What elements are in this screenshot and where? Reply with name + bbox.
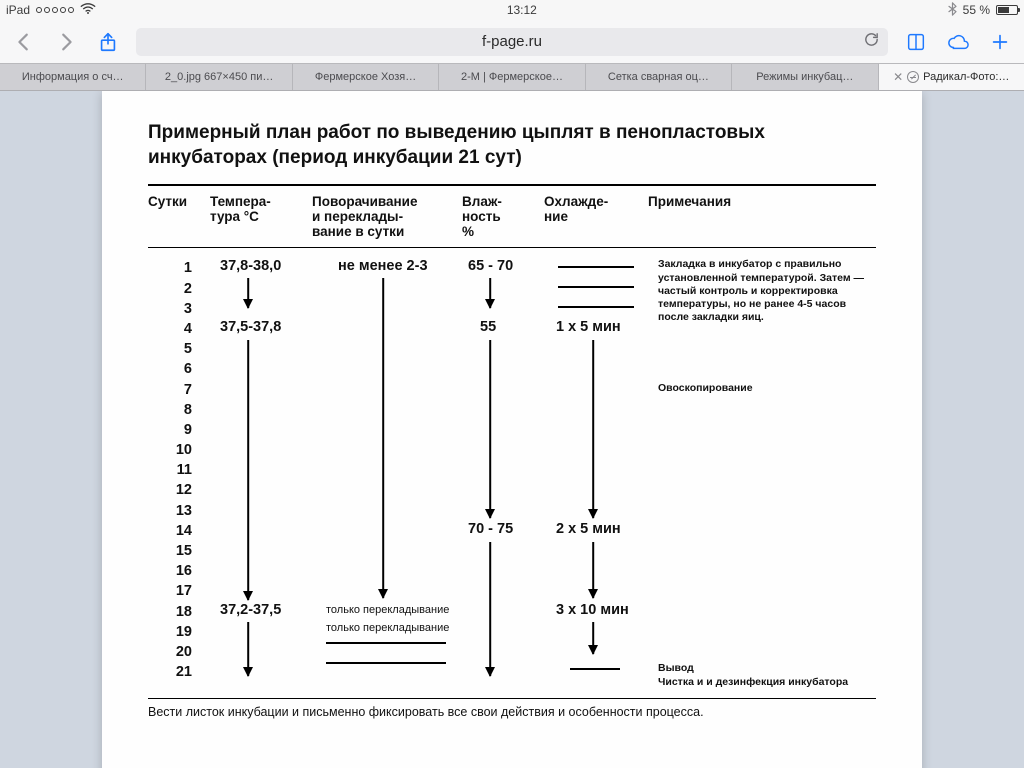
hum-row4: 55	[480, 319, 496, 335]
plan-table: Сутки Темпера- тура °C Поворачивание и п…	[148, 186, 876, 698]
doc-footer: Вести листок инкубации и письменно фикси…	[148, 699, 876, 719]
share-button[interactable]	[94, 28, 122, 56]
day-number: 9	[148, 420, 192, 440]
signal-dots-icon	[36, 7, 74, 13]
day-number: 18	[148, 602, 192, 622]
carrier-label: iPad	[6, 3, 30, 17]
note-row21: Вывод Чистка и и дезинфекция инкубатора	[658, 662, 874, 688]
day-number: 4	[148, 319, 192, 339]
turn-row1: не менее 2-3	[338, 258, 428, 274]
tab-2[interactable]: Фермерское Хозя…	[293, 64, 439, 90]
dash	[558, 306, 634, 307]
day-number: 5	[148, 339, 192, 359]
th-turn: Поворачивание и переклады- вание в сутки	[312, 194, 462, 239]
close-tab-icon[interactable]: ✕	[893, 70, 903, 84]
hum-row14: 70 - 75	[468, 521, 513, 537]
note-row7: Овоскопирование	[658, 382, 874, 395]
tab-label: 2_0.jpg 667×450 пи…	[165, 71, 273, 83]
day-number: 2	[148, 279, 192, 299]
status-time: 13:12	[96, 3, 948, 17]
tab-label: Радикал-Фото:…	[923, 71, 1009, 83]
day-number: 8	[148, 400, 192, 420]
tab-4[interactable]: Сетка сварная оц…	[586, 64, 732, 90]
tab-label: Режимы инкубац…	[756, 71, 853, 83]
ios-status-bar: iPad 13:12 55 %	[0, 0, 1024, 20]
day-number: 13	[148, 501, 192, 521]
status-left: iPad	[6, 3, 96, 18]
day-number: 21	[148, 662, 192, 682]
dash	[558, 286, 634, 287]
temp-row1: 37,8-38,0	[220, 258, 281, 274]
wifi-icon	[80, 3, 96, 18]
temp-row18: 37,2-37,5	[220, 602, 281, 618]
dash	[326, 642, 446, 643]
tab-1[interactable]: 2_0.jpg 667×450 пи…	[146, 64, 292, 90]
note-row1: Закладка в инкубатор с правильно установ…	[658, 258, 874, 324]
dash	[326, 662, 446, 663]
battery-pct: 55 %	[963, 3, 990, 17]
temp-row4: 37,5-37,8	[220, 319, 281, 335]
day-number: 6	[148, 359, 192, 379]
days-column: 123456789101112131415161718192021	[148, 258, 192, 682]
url-text: f-page.ru	[482, 33, 542, 50]
tab-label: 2-М | Фермерское…	[461, 71, 563, 83]
battery-icon	[996, 5, 1018, 15]
safari-toolbar: f-page.ru	[0, 20, 1024, 64]
th-hum: Влаж- ность %	[462, 194, 544, 239]
reload-icon[interactable]	[863, 31, 880, 52]
cool-row4: 1 х 5 мин	[556, 319, 621, 335]
web-viewport[interactable]: Примерный план работ по выведению цыплят…	[0, 91, 1024, 768]
day-number: 7	[148, 380, 192, 400]
day-number: 15	[148, 541, 192, 561]
cool-row14: 2 х 5 мин	[556, 521, 621, 537]
day-number: 20	[148, 642, 192, 662]
doc-title: Примерный план работ по выведению цыплят…	[148, 121, 876, 170]
bookmarks-button[interactable]	[902, 28, 930, 56]
turn-row18: только перекладывание	[326, 604, 449, 616]
day-number: 3	[148, 299, 192, 319]
day-number: 17	[148, 581, 192, 601]
turn-row19: только перекладывание	[326, 622, 449, 634]
day-number: 14	[148, 521, 192, 541]
day-number: 19	[148, 622, 192, 642]
table-body: 123456789101112131415161718192021 37,8-3…	[148, 248, 876, 698]
cool-row18: 3 х 10 мин	[556, 602, 629, 618]
dash	[570, 668, 620, 669]
th-temp: Темпера- тура °C	[210, 194, 312, 239]
back-button[interactable]	[10, 28, 38, 56]
day-number: 16	[148, 561, 192, 581]
tab-favicon-icon	[907, 71, 919, 83]
day-number: 10	[148, 440, 192, 460]
tab-6[interactable]: ✕ Радикал-Фото:…	[879, 64, 1024, 90]
day-number: 1	[148, 258, 192, 278]
day-number: 12	[148, 480, 192, 500]
tab-label: Фермерское Хозя…	[315, 71, 416, 83]
tab-strip: Информация о сч… 2_0.jpg 667×450 пи… Фер…	[0, 64, 1024, 91]
dash	[558, 266, 634, 267]
url-bar[interactable]: f-page.ru	[136, 28, 888, 56]
bluetooth-icon	[948, 2, 957, 19]
table-header-row: Сутки Темпера- тура °C Поворачивание и п…	[148, 186, 876, 248]
tab-3[interactable]: 2-М | Фермерское…	[439, 64, 585, 90]
cloud-tabs-button[interactable]	[944, 28, 972, 56]
tab-0[interactable]: Информация о сч…	[0, 64, 146, 90]
forward-button[interactable]	[52, 28, 80, 56]
new-tab-button[interactable]	[986, 28, 1014, 56]
tab-label: Сетка сварная оц…	[608, 71, 709, 83]
th-cool: Охлажде- ние	[544, 194, 648, 239]
tab-5[interactable]: Режимы инкубац…	[732, 64, 878, 90]
tab-label: Информация о сч…	[22, 71, 124, 83]
day-number: 11	[148, 460, 192, 480]
hum-row1: 65 - 70	[468, 258, 513, 274]
status-right: 55 %	[948, 2, 1018, 19]
th-day: Сутки	[148, 194, 210, 239]
th-note: Примечания	[648, 194, 874, 239]
document-page: Примерный план работ по выведению цыплят…	[102, 91, 922, 768]
